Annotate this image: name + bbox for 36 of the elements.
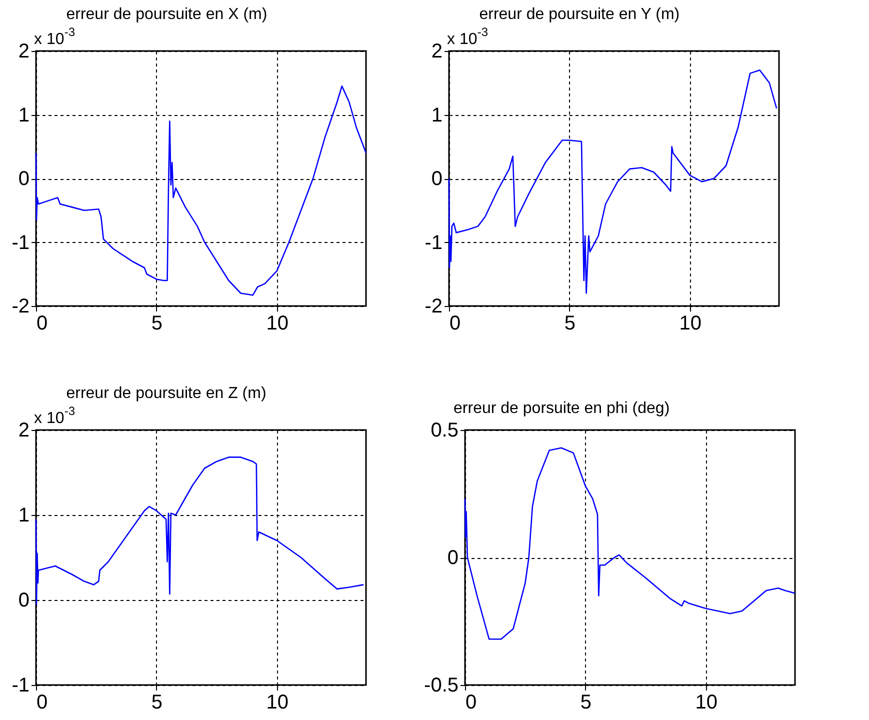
line-series — [35, 456, 364, 605]
x-tick-label: 0 — [36, 692, 48, 714]
y-tick-label: 2 — [18, 40, 30, 62]
y-tick-label: -0.5 — [424, 674, 458, 696]
y-tick-label: 0 — [18, 590, 30, 612]
x-tick-label: 10 — [695, 692, 718, 714]
x-tick-label: 10 — [679, 312, 702, 334]
line-series — [448, 69, 778, 294]
y-tick-label: 1 — [18, 104, 30, 126]
x-tick-label: 10 — [266, 692, 288, 714]
y-tick-label: -2 — [424, 296, 442, 318]
x-tick-label: 5 — [580, 692, 592, 714]
x-tick-label: 10 — [266, 312, 288, 334]
y-tick-label: 0 — [18, 168, 30, 190]
y-tick-label: -1 — [12, 232, 30, 254]
y-tick-label: 0.5 — [430, 420, 458, 442]
x-tick-label: 5 — [151, 312, 162, 334]
y-tick-label: 0 — [431, 168, 442, 190]
x-tick-label: 5 — [151, 692, 162, 714]
chart-title: erreur de poursuite en X (m) — [66, 6, 268, 23]
y-tick-label: 2 — [18, 420, 30, 442]
y-tick-label: -1 — [12, 674, 30, 696]
x-tick-label: 0 — [36, 312, 48, 334]
y-tick-label: -1 — [424, 232, 442, 254]
chart-title: erreur de poursuite en Y (m) — [479, 6, 680, 23]
y-tick-label: 2 — [431, 40, 442, 62]
line-series — [35, 85, 367, 296]
chart-title: erreur de poursuite en Z (m) — [66, 385, 266, 402]
y-tick-label: 1 — [18, 504, 30, 526]
line-series — [464, 447, 796, 640]
chart-title: erreur de porsuite en phi (deg) — [454, 400, 670, 417]
x-tick-label: 0 — [466, 692, 477, 714]
y-tick-label: 0 — [447, 547, 458, 569]
x-tick-label: 5 — [564, 312, 576, 334]
y-tick-label: 1 — [431, 104, 442, 126]
y-tick-label: -2 — [12, 296, 30, 318]
